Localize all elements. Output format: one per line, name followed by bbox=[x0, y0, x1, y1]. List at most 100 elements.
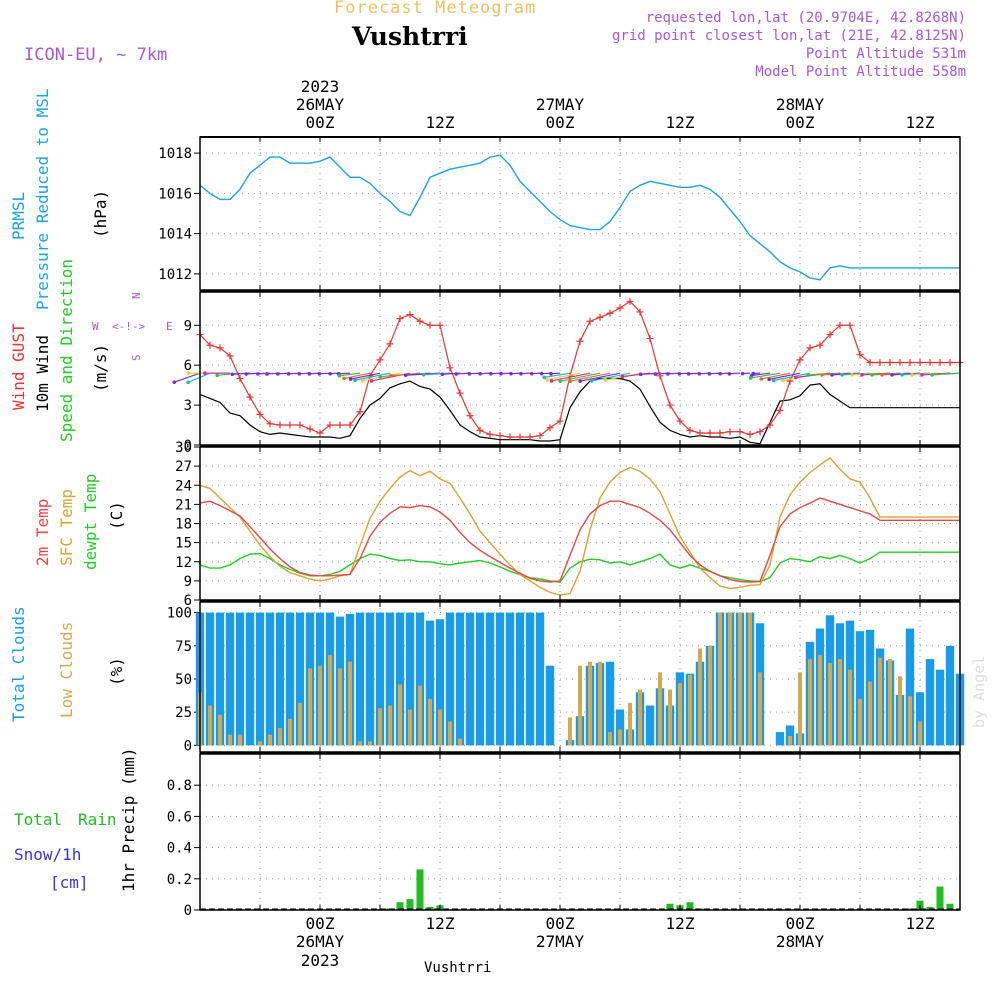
gust-marker bbox=[506, 433, 514, 441]
gust-marker bbox=[606, 309, 614, 317]
panel-frame bbox=[199, 291, 961, 446]
wind-arrow-head bbox=[771, 378, 776, 383]
y-tick-label: 1016 bbox=[158, 186, 192, 202]
time-label-top: 28MAY bbox=[776, 95, 825, 114]
low-clouds-bar bbox=[308, 668, 312, 746]
total-clouds-bar bbox=[545, 665, 555, 746]
rain-bar bbox=[426, 906, 434, 910]
time-label-bottom: 12Z bbox=[426, 914, 455, 933]
wind-arrow-head bbox=[870, 373, 874, 377]
prmsl-label: PRMSL bbox=[9, 192, 28, 240]
wind-arrow-head bbox=[830, 373, 834, 377]
wind-arrow-head bbox=[589, 379, 594, 383]
wind-arrow-head bbox=[328, 371, 332, 376]
gridpoint-coords: grid point closest lon,lat (21E, 42.8125… bbox=[611, 28, 966, 44]
wind-speed-line bbox=[199, 377, 960, 445]
low-clouds-bar bbox=[338, 668, 342, 746]
rose-east: E bbox=[166, 320, 173, 333]
low-clouds-bar bbox=[858, 698, 862, 746]
wind-arrow-head bbox=[638, 372, 643, 377]
rose-arrows: <-!-> bbox=[112, 320, 145, 333]
point-altitude: Point Altitude 531m bbox=[805, 46, 966, 62]
gust-marker bbox=[856, 351, 864, 359]
time-label-bottom: 00Z bbox=[306, 914, 335, 933]
wind-direction-arrow bbox=[187, 372, 211, 383]
wind-direction-arrow bbox=[911, 372, 941, 376]
gust-marker bbox=[926, 359, 934, 367]
total-clouds-bar bbox=[265, 612, 275, 746]
low-clouds-bar bbox=[848, 669, 852, 746]
wind-arrow-head bbox=[549, 379, 554, 383]
low-clouds-bar bbox=[718, 612, 722, 746]
time-label-top: 12Z bbox=[906, 113, 935, 132]
total-clouds-bar bbox=[535, 612, 545, 746]
wind-direction-arrow bbox=[761, 372, 791, 380]
gust-marker bbox=[216, 344, 224, 352]
y-tick-label: 12 bbox=[175, 555, 192, 571]
wind-direction-arrow bbox=[751, 372, 771, 377]
low-clouds-bar bbox=[678, 682, 682, 746]
y-tick-label: 0.8 bbox=[167, 778, 192, 794]
gust-marker bbox=[326, 421, 334, 429]
wind-label: 10m Wind bbox=[33, 335, 52, 412]
gust-marker bbox=[726, 428, 734, 436]
total-clouds-bar bbox=[205, 612, 215, 746]
wind-direction-arrow bbox=[921, 372, 951, 376]
total-clouds-bar bbox=[425, 620, 435, 746]
y-tick-label: 27 bbox=[175, 459, 192, 475]
wind-arrow-head bbox=[542, 375, 547, 380]
y-tick-label: 1012 bbox=[158, 267, 192, 283]
wind-arrow-head bbox=[389, 373, 393, 378]
wind-arrow-head bbox=[539, 371, 544, 376]
low-clouds-bar bbox=[268, 734, 272, 746]
total-clouds-bar bbox=[605, 661, 615, 746]
rain-bar bbox=[686, 902, 694, 910]
time-label-top: 12Z bbox=[426, 113, 455, 132]
total-clouds-bar bbox=[245, 612, 255, 746]
y-tick-label: 21 bbox=[175, 497, 192, 513]
gust-marker bbox=[336, 421, 344, 429]
wind-arrow-head bbox=[489, 371, 493, 376]
gust-marker bbox=[536, 432, 544, 440]
wind-gust-line bbox=[199, 300, 960, 438]
gust-marker bbox=[686, 426, 694, 434]
low-clouds-bar bbox=[748, 612, 752, 746]
wind-arrow-head bbox=[840, 373, 844, 377]
wind-arrow-head bbox=[545, 378, 549, 382]
wind-arrow-head bbox=[348, 377, 353, 381]
gust-label: Wind GUST bbox=[9, 323, 28, 410]
y-tick-label: 6 bbox=[184, 593, 192, 609]
credit-label: by Angel bbox=[970, 656, 988, 728]
y-tick-label: 30 bbox=[175, 440, 192, 456]
wind-arrow-head bbox=[665, 372, 670, 376]
rain-bar bbox=[416, 869, 424, 910]
low-clouds-bar bbox=[328, 655, 332, 746]
gust-marker bbox=[586, 317, 594, 325]
wind-direction-arrow bbox=[808, 372, 841, 376]
gust-marker bbox=[716, 429, 724, 437]
gust-marker bbox=[246, 393, 254, 401]
time-label-top: 12Z bbox=[666, 113, 695, 132]
total-clouds-bar bbox=[445, 612, 455, 746]
gust-marker bbox=[646, 335, 654, 343]
gust-marker bbox=[516, 433, 524, 441]
wind-direction-arrow bbox=[338, 372, 351, 375]
wind-arrow-head bbox=[342, 376, 346, 381]
wind-arrow-head bbox=[499, 371, 503, 376]
wind-arrow-head bbox=[707, 372, 712, 376]
wind-arrow-head bbox=[297, 372, 302, 376]
total-clouds-bar bbox=[235, 612, 245, 746]
y-tick-label: 0 bbox=[184, 903, 192, 919]
gust-marker bbox=[846, 321, 854, 329]
low-clouds-bar bbox=[388, 705, 392, 746]
time-label-bottom: 12Z bbox=[906, 914, 935, 933]
low-clouds-bar bbox=[598, 661, 602, 746]
gust-marker bbox=[276, 421, 284, 429]
gust-marker bbox=[576, 337, 584, 345]
low-clouds-bar bbox=[568, 717, 572, 746]
total-clouds-bar bbox=[945, 645, 955, 746]
gust-marker bbox=[476, 426, 484, 434]
time-label-bottom: 27MAY bbox=[536, 932, 585, 951]
low-clouds-bar bbox=[588, 661, 592, 746]
